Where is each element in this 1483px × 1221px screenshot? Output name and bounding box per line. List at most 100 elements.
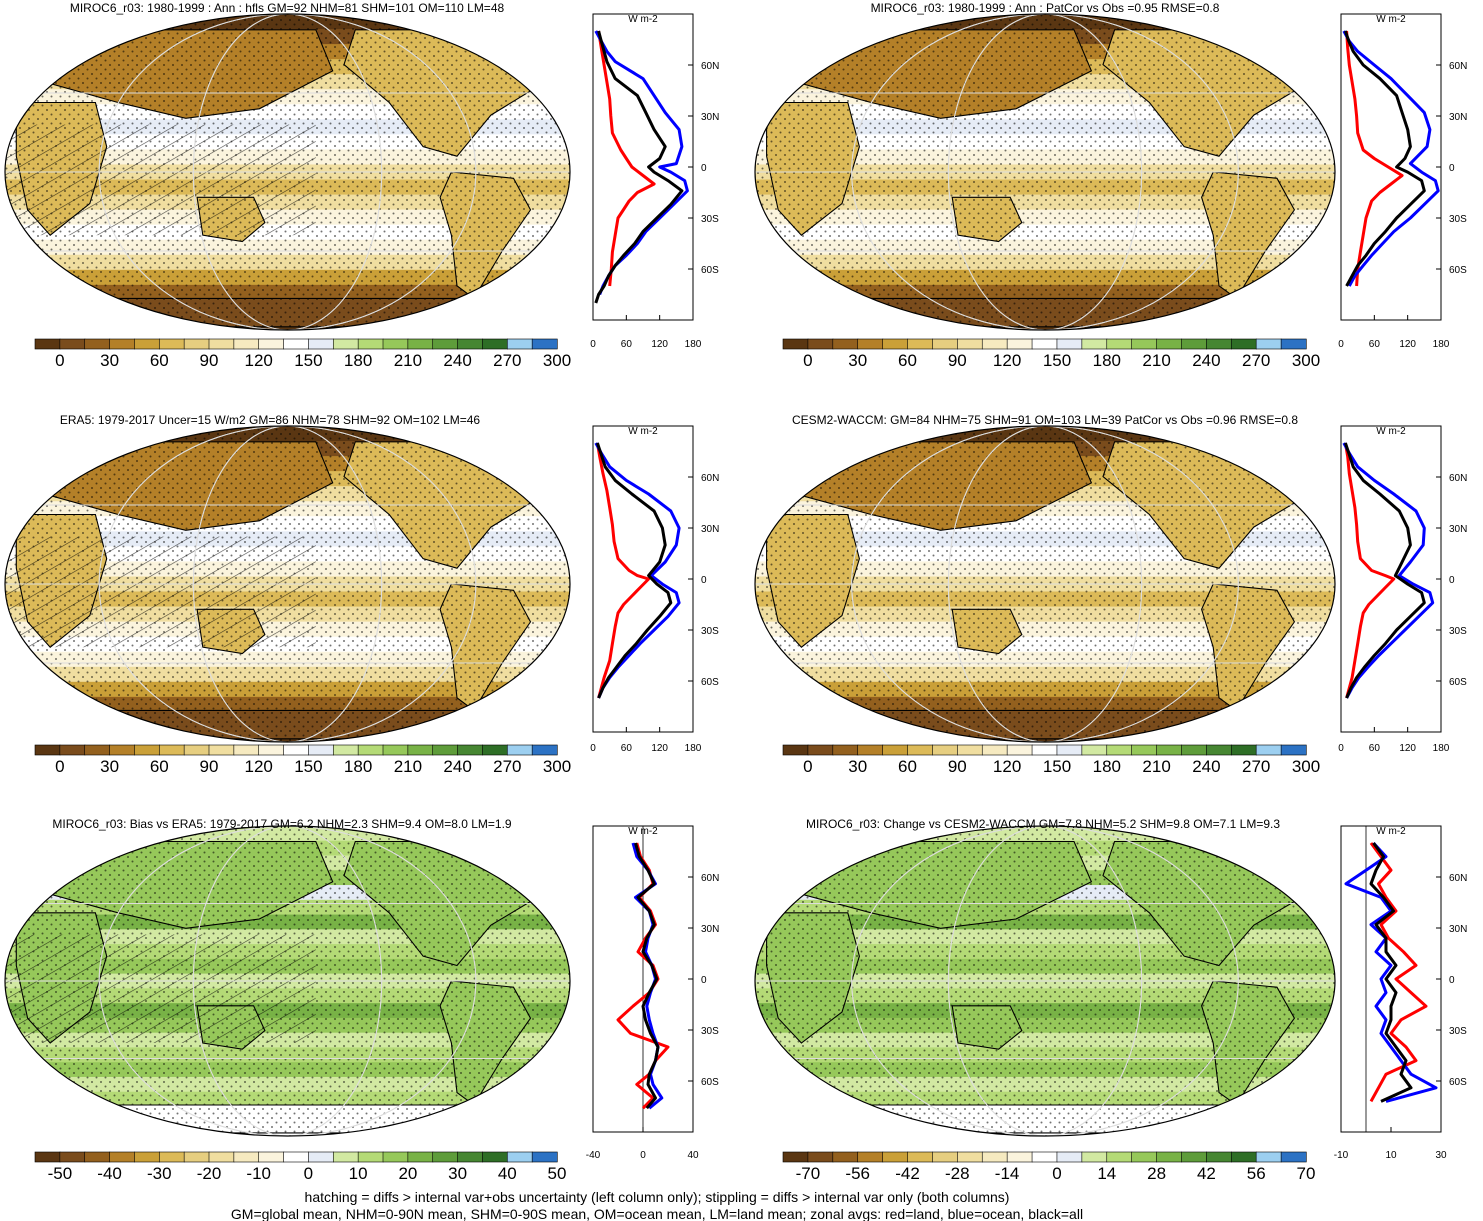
colorbar-swatch bbox=[482, 744, 508, 756]
colorbar-swatch bbox=[332, 338, 359, 350]
colorbar-swatch bbox=[932, 338, 958, 350]
colorbar-swatch bbox=[957, 338, 983, 350]
zonal-series-land bbox=[595, 442, 651, 699]
zonal-ytick-label: 30S bbox=[1449, 1026, 1467, 1037]
colorbar-tick-label: 0 bbox=[803, 757, 812, 776]
colorbar-swatch bbox=[183, 1151, 210, 1163]
map-outline bbox=[4, 825, 571, 1137]
colorbar-5: -50 -40 -30 -20 -10 0 10 20 30 40 50 bbox=[34, 1151, 566, 1183]
colorbar-swatch bbox=[531, 744, 558, 756]
colorbar-tick-label: 90 bbox=[200, 757, 219, 776]
zonal-mean-panel-6: W m-2 60N 30N 0 30S 60S -10 10 30 bbox=[1334, 825, 1467, 1161]
colorbar-tick-label: 120 bbox=[993, 351, 1021, 370]
zonal-series-land bbox=[1345, 30, 1404, 287]
zonal-ytick-label: 60N bbox=[1449, 473, 1467, 484]
colorbar-3: 0 30 60 90 120 150 180 210 240 270 300 bbox=[34, 744, 571, 776]
colorbar-swatch bbox=[1081, 338, 1108, 350]
hatching-overlay bbox=[5, 124, 316, 236]
colorbar-swatch bbox=[1280, 744, 1307, 756]
colorbar-tick-label: 30 bbox=[100, 757, 119, 776]
zonal-ytick-label: 0 bbox=[1449, 163, 1455, 174]
colorbar-swatch bbox=[1156, 338, 1183, 350]
colorbar-swatch bbox=[34, 338, 61, 350]
colorbar-swatch bbox=[957, 1151, 983, 1163]
colorbar-swatch bbox=[1206, 744, 1232, 756]
graticule-meridian bbox=[192, 426, 383, 742]
colorbar-swatch bbox=[882, 338, 909, 350]
colorbar-swatch bbox=[531, 338, 558, 350]
colorbar-tick-label: 270 bbox=[493, 351, 521, 370]
zonal-ytick-label: 30S bbox=[1449, 626, 1467, 637]
colorbar-tick-label: 270 bbox=[1242, 757, 1270, 776]
colorbar-swatch bbox=[407, 338, 434, 350]
colorbar-swatch bbox=[84, 744, 111, 756]
colorbar-swatch bbox=[208, 744, 235, 756]
colorbar-tick-label: 240 bbox=[443, 757, 471, 776]
colorbar-swatch bbox=[1280, 338, 1307, 350]
colorbar-swatch bbox=[832, 744, 859, 756]
colorbar-swatch bbox=[506, 744, 533, 756]
colorbar-tick-label: 90 bbox=[200, 351, 219, 370]
graticule-meridian bbox=[947, 826, 1143, 1136]
colorbar-swatch bbox=[1006, 1151, 1033, 1163]
colorbar-swatch bbox=[183, 744, 210, 756]
colorbar-swatch bbox=[258, 744, 285, 756]
colorbar-swatch bbox=[109, 744, 136, 756]
graticule-meridian bbox=[98, 826, 477, 1136]
colorbar-swatch bbox=[308, 1151, 334, 1163]
colorbar-swatch bbox=[957, 744, 983, 756]
colorbar-tick-label: 300 bbox=[543, 757, 571, 776]
colorbar-swatch bbox=[158, 338, 185, 350]
colorbar-swatch bbox=[1081, 1151, 1108, 1163]
colorbar-tick-label: 150 bbox=[294, 351, 322, 370]
graticule-meridian bbox=[947, 14, 1143, 330]
colorbar-swatch bbox=[1230, 1151, 1257, 1163]
hatching-overlay bbox=[5, 934, 316, 1043]
zonal-xtick-label: 180 bbox=[1433, 743, 1450, 754]
colorbar-swatch bbox=[59, 338, 86, 350]
colorbar-swatch bbox=[59, 1151, 86, 1163]
colorbar-tick-label: 180 bbox=[1093, 351, 1121, 370]
colorbar-tick-label: 240 bbox=[1192, 351, 1220, 370]
colorbar-tick-label: 210 bbox=[394, 757, 422, 776]
zonal-ytick-label: 30S bbox=[701, 1026, 719, 1037]
zonal-ytick-label: 0 bbox=[701, 575, 707, 586]
colorbar-swatch bbox=[1031, 744, 1058, 756]
colorbar-swatch bbox=[59, 744, 86, 756]
colorbar-swatch bbox=[183, 338, 210, 350]
colorbar-swatch bbox=[432, 1151, 459, 1163]
zonal-xtick-label: 60 bbox=[1369, 339, 1381, 350]
colorbar-swatch bbox=[208, 338, 235, 350]
colorbar-swatch bbox=[457, 744, 484, 756]
graticule-meridian bbox=[98, 14, 477, 330]
colorbar-swatch bbox=[109, 1151, 136, 1163]
colorbar-swatch bbox=[382, 1151, 409, 1163]
colorbar-tick-label: 150 bbox=[1043, 351, 1071, 370]
zonal-xtick-label: 40 bbox=[687, 1150, 699, 1161]
colorbar-swatch bbox=[1031, 338, 1058, 350]
graticule-meridian bbox=[98, 426, 477, 742]
colorbar-swatch bbox=[158, 744, 185, 756]
colorbar-tick-label: 40 bbox=[498, 1164, 517, 1183]
colorbar-swatch bbox=[482, 1151, 508, 1163]
colorbar-tick-label: -10 bbox=[246, 1164, 271, 1183]
zonal-ytick-label: 30N bbox=[701, 924, 719, 935]
colorbar-swatch bbox=[332, 744, 359, 756]
colorbar-tick-label: 240 bbox=[1192, 757, 1220, 776]
colorbar-swatch bbox=[457, 1151, 484, 1163]
colorbar-tick-label: 150 bbox=[294, 757, 322, 776]
colorbar-swatch bbox=[258, 1151, 285, 1163]
zonal-xtick-label: 120 bbox=[1399, 339, 1416, 350]
colorbar-swatch bbox=[907, 744, 934, 756]
colorbar-tick-label: 0 bbox=[803, 351, 812, 370]
colorbar-swatch bbox=[1106, 1151, 1133, 1163]
colorbar-swatch bbox=[109, 338, 136, 350]
colorbar-swatch bbox=[283, 338, 310, 350]
colorbar-1: 0 30 60 90 120 150 180 210 240 270 300 bbox=[34, 338, 571, 370]
map-outline bbox=[4, 13, 571, 331]
panel-title-1: MIROC6_r03: 1980-1999 : Ann : hfls GM=92… bbox=[70, 1, 505, 15]
colorbar-swatch bbox=[857, 744, 884, 756]
zonal-series-all bbox=[595, 442, 673, 699]
colorbar-swatch bbox=[432, 744, 459, 756]
colorbar-swatch bbox=[1280, 1151, 1307, 1163]
